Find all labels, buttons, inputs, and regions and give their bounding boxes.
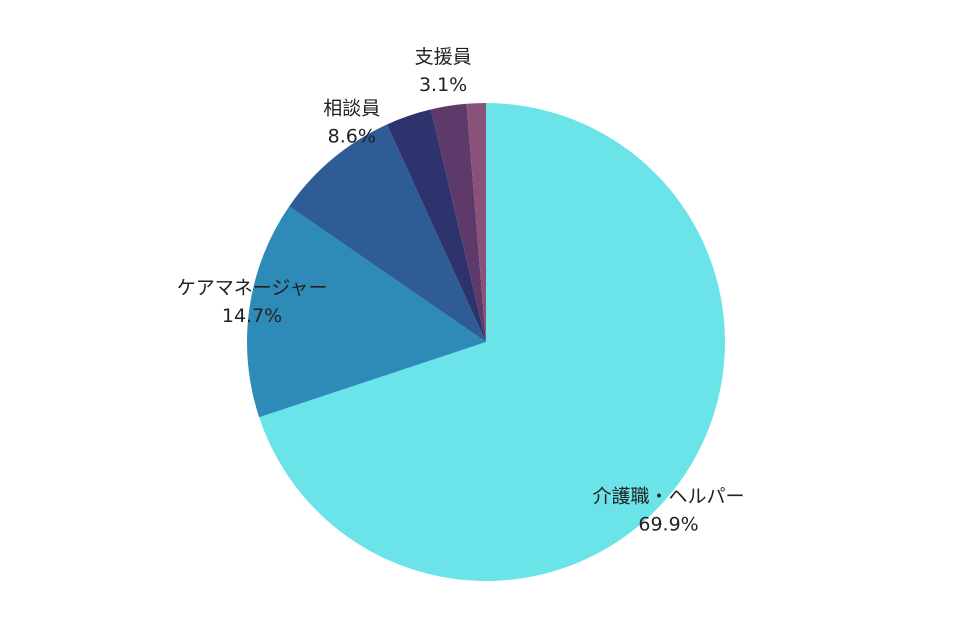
pie-slice xyxy=(430,103,486,342)
pie-slice xyxy=(386,109,486,342)
value-label: 3.1% xyxy=(419,74,467,96)
pie-slice xyxy=(289,124,486,342)
slice-label: ケアマネージャー xyxy=(177,277,328,299)
pie-slice xyxy=(259,103,725,581)
pie-slice xyxy=(466,103,486,342)
slice-label: 介護職・ヘルパー xyxy=(593,485,745,507)
slice-label: 相談員 xyxy=(323,98,380,120)
value-label: 14.7% xyxy=(222,305,282,327)
pie-slice xyxy=(247,206,486,418)
value-label: 69.9% xyxy=(638,513,698,535)
value-label: 8.6% xyxy=(328,126,376,148)
slice-label: 支援員 xyxy=(415,46,472,68)
